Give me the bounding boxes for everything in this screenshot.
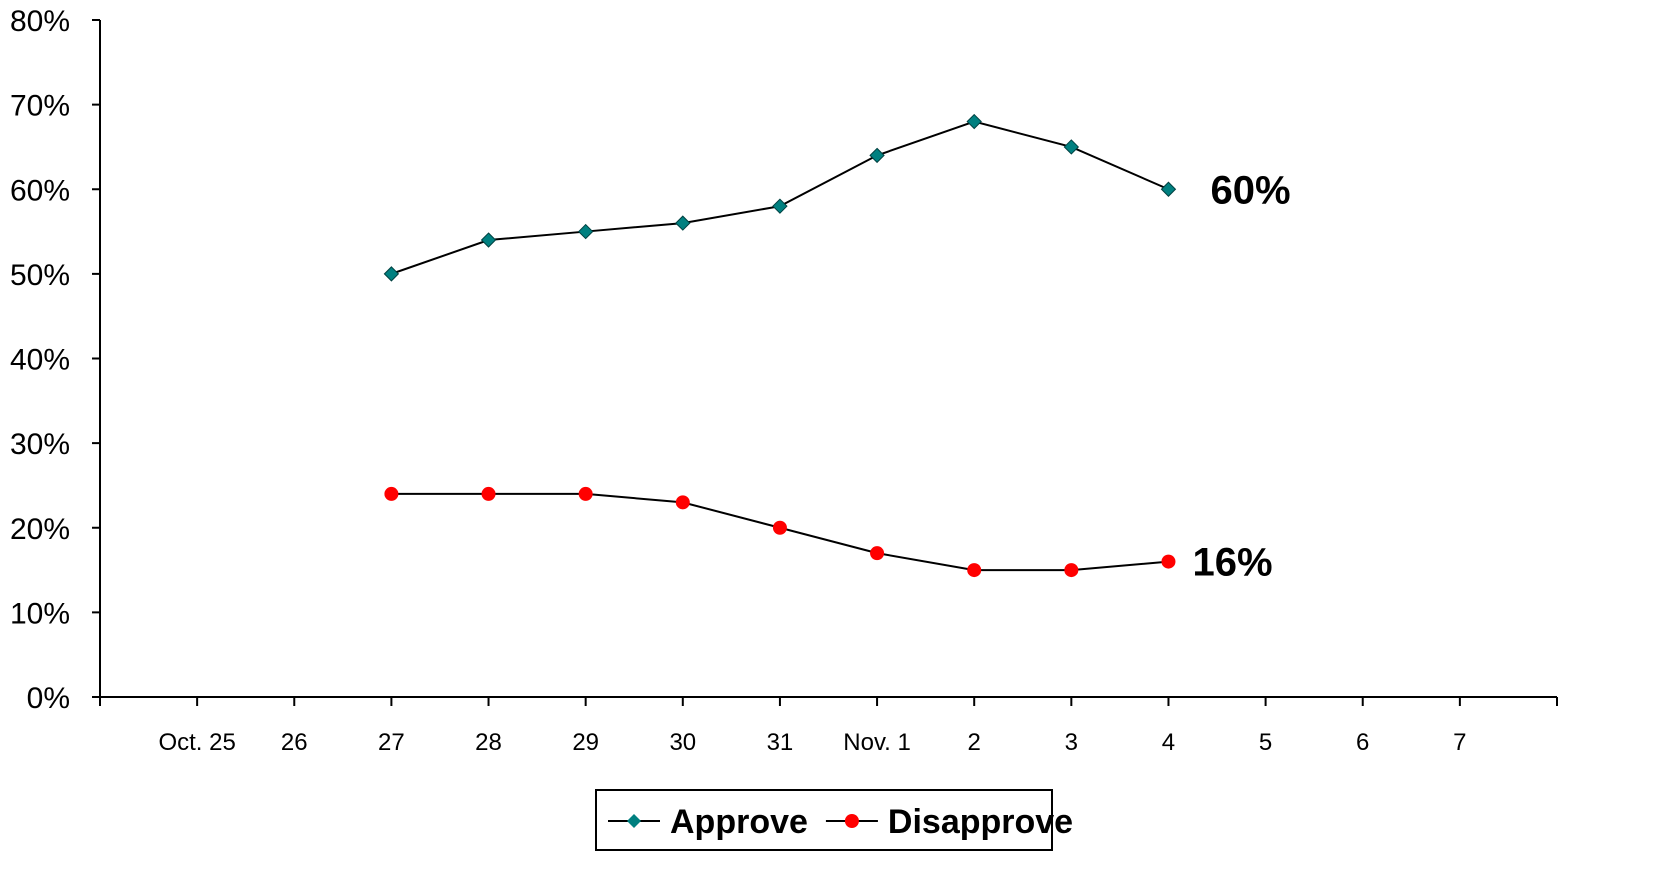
data-point-approve (480, 232, 497, 248)
end-labels: 60% 16% (1192, 168, 1290, 584)
x-tick-label: 28 (475, 729, 502, 756)
end-label-disapprove: 16% (1192, 541, 1272, 585)
x-axis-ticks: Oct. 25 26 27 28 29 30 31 Nov. 1 2 3 4 5 6 7 (99, 697, 1558, 756)
legend-marker-disapprove (844, 814, 859, 828)
legend: Approve Disapprove (595, 789, 1073, 851)
x-tick-label: 31 (767, 729, 794, 756)
x-tick-label: 7 (1453, 729, 1466, 756)
y-tick-label: 60% (10, 174, 70, 207)
data-point-disapprove (772, 520, 787, 535)
series-layer (383, 113, 1177, 578)
y-tick-label: 0% (27, 682, 70, 715)
legend-marker-approve (627, 814, 641, 828)
legend-box (595, 789, 1053, 851)
data-point-approve (869, 147, 885, 164)
x-tick-label: 30 (669, 729, 696, 756)
data-point-approve (966, 113, 982, 130)
data-point-approve (1160, 181, 1177, 197)
x-tick-label: Nov. 1 (843, 729, 911, 756)
x-tick-label: 5 (1259, 729, 1272, 756)
y-tick-label: 10% (10, 597, 70, 630)
y-tick-label: 80% (10, 5, 70, 38)
x-tick-label: 3 (1065, 729, 1078, 756)
legend-label-approve: Approve (670, 803, 808, 841)
x-tick-label: 26 (281, 729, 308, 756)
y-axis-ticks: 0% 10% 20% 30% 40% 50% 60% 70% 80% (10, 5, 100, 715)
y-tick-label: 50% (10, 259, 70, 292)
x-tick-label: 27 (378, 729, 405, 756)
legend-label-disapprove: Disapprove (888, 803, 1073, 841)
data-point-disapprove (675, 495, 690, 510)
data-point-disapprove (578, 486, 593, 501)
y-tick-label: 30% (10, 428, 70, 461)
data-point-approve (1063, 139, 1080, 155)
data-point-disapprove (870, 546, 885, 561)
data-point-disapprove (384, 486, 399, 501)
data-point-approve (383, 266, 400, 282)
data-point-approve (772, 198, 788, 214)
data-point-approve (577, 223, 594, 240)
x-tick-label: 29 (572, 729, 599, 756)
data-point-disapprove (1161, 554, 1176, 569)
data-point-approve (675, 215, 691, 231)
series-line-approve (391, 120, 1169, 275)
y-tick-label: 20% (10, 513, 70, 546)
end-label-approve: 60% (1210, 168, 1290, 212)
x-tick-label: Oct. 25 (158, 729, 235, 756)
x-tick-label: 6 (1356, 729, 1369, 756)
data-point-disapprove (481, 486, 496, 501)
y-tick-label: 40% (10, 344, 70, 377)
x-tick-label: 4 (1162, 729, 1175, 756)
axes (99, 20, 1557, 698)
data-point-disapprove (967, 563, 982, 578)
y-tick-label: 70% (10, 90, 70, 123)
data-point-disapprove (1064, 563, 1079, 578)
x-tick-label: 2 (968, 729, 981, 756)
